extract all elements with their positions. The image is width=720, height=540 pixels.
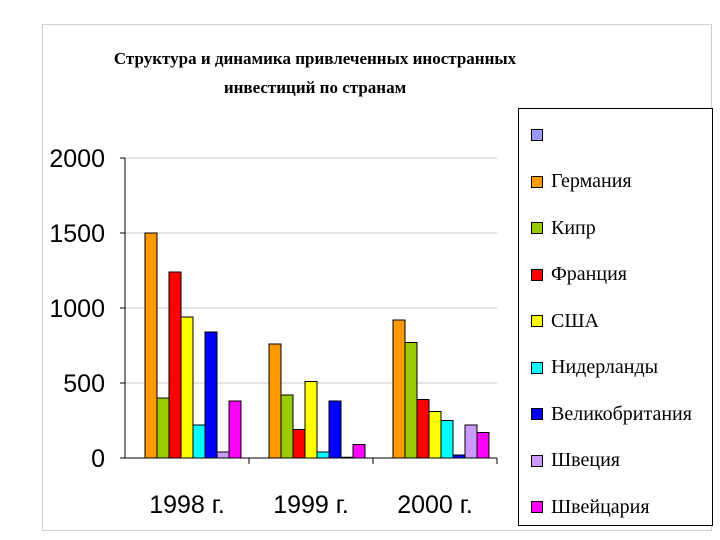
legend-item: Швейцария [531, 493, 650, 521]
legend-swatch [531, 361, 543, 374]
x-tick-label: 2000 г. [397, 491, 473, 519]
legend-label: Швеция [551, 449, 620, 471]
bar [280, 394, 294, 459]
bar [304, 381, 318, 459]
legend-label: Швейцария [551, 495, 650, 518]
y-tick-label: 1500 [49, 220, 105, 248]
bar [428, 411, 442, 459]
legend-label: Кипр [551, 216, 596, 239]
bar [144, 232, 158, 459]
bar [476, 432, 490, 459]
legend-label: Великобритания [551, 402, 692, 425]
legend-item: Нидерланды [531, 354, 658, 382]
bar [328, 400, 342, 459]
legend-item: США [531, 307, 599, 335]
bar [440, 420, 454, 459]
bar [228, 400, 242, 459]
bars [144, 232, 490, 459]
bar [416, 399, 430, 459]
y-tick-label: 2000 [49, 145, 105, 173]
legend-swatch [531, 129, 543, 141]
legend-item: Великобритания [531, 400, 692, 428]
x-tick-label: 1999 г. [273, 491, 349, 519]
bar [268, 343, 282, 459]
tick-labels: 0 500 1000 1500 2000 1998 г. 1999 г. 2000 г. [49, 145, 472, 519]
bar [192, 424, 206, 459]
x-tick-label: 1998 г. [149, 491, 225, 519]
y-tick-label: 500 [63, 370, 105, 398]
y-tick-label: 1000 [49, 295, 105, 323]
bar [180, 316, 194, 459]
legend-label: Нидерланды [551, 356, 659, 378]
legend-swatch [531, 175, 543, 188]
legend-label: Германия [551, 170, 632, 192]
chart-title: Структура и динамика привлеченных иностр… [113, 49, 517, 97]
legend-label: Франция [551, 263, 627, 285]
bar [216, 451, 230, 459]
bar [204, 331, 218, 459]
bar [340, 456, 354, 459]
legend: Германия Кипр Франция США Нидерланды Великобр… [518, 108, 713, 526]
bar [392, 319, 406, 459]
legend-swatch [531, 268, 543, 281]
bar [316, 451, 330, 459]
bar [464, 424, 478, 459]
legend-item: Франция [531, 261, 627, 289]
bar [452, 454, 466, 459]
bar [352, 444, 366, 459]
y-tick-label: 0 [91, 445, 105, 473]
bar [156, 397, 170, 459]
legend-swatch [531, 454, 543, 467]
bar [168, 271, 182, 459]
legend-swatch [531, 408, 543, 420]
bar [404, 342, 418, 459]
legend-swatch [531, 501, 543, 513]
legend-item: Кипр [531, 214, 596, 242]
legend-item: Швеция [531, 447, 620, 475]
legend-item: Германия [531, 168, 632, 196]
bar [292, 429, 306, 459]
legend-label: США [551, 309, 599, 332]
legend-swatch [531, 315, 543, 327]
legend-swatch [531, 222, 543, 234]
legend-item [531, 121, 551, 149]
